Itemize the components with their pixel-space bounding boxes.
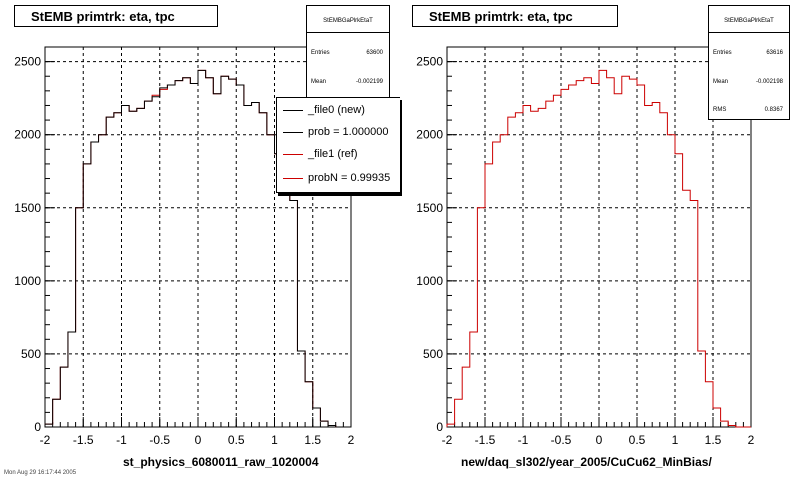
legend-label-file0: _file0 (new) [308,104,365,116]
right-stats-name: StEMBGaPlrkEtaT [724,18,774,24]
y-tick-label: 0 [34,420,41,434]
legend-label-file1: _file1 (ref) [308,148,358,160]
y-tick-label: 2000 [416,128,443,142]
right-panel: StEMB primtrk: eta, tpc -2 -1.5 -1 -0.5 0 0.5… [400,0,800,480]
x-tick-label: 1.5 [705,433,722,447]
left-stats-mean-value: -0.002199 [355,79,383,85]
y-tick-label: 500 [423,347,443,361]
left-panel: StEMB primtrk: eta, tpc -2 -1.5 -1 -0.5 0 0.5… [14,5,400,469]
footer-timestamp: Mon Aug 29 16:17:44 2005 [4,470,77,476]
right-stats-mean-label: Mean [713,79,729,85]
x-tick-label: 1 [271,433,278,447]
x-tick-label: 0 [195,433,202,447]
histogram-series-line [44,69,351,428]
left-stats-mean-label: Mean [311,79,327,85]
left-x-caption: st_physics_6080011_raw_1020004 [123,455,319,469]
x-tick-label: -0.5 [551,433,572,447]
right-stats-rms-label: RMS [713,107,727,113]
y-tick-label: 2500 [14,55,41,69]
x-tick-label: -2 [442,433,453,447]
left-stats-divider [307,32,389,33]
y-tick-label: 1500 [416,201,443,215]
left-stats-box: StEMBGaPlrkEtaT Entries 63600 Mean -0.00… [306,5,390,100]
y-tick-label: 1000 [14,274,41,288]
legend-item-prob: prob = 1.000000 [277,123,401,143]
y-tick-label: 2000 [14,128,41,142]
right-stats-rms-value: 0.8367 [764,107,783,113]
x-tick-label: 0 [596,433,603,447]
x-tick-label: 1.5 [304,433,321,447]
left-stats-name: StEMBGaPlrkEtaT [323,18,373,24]
right-histogram: -2 -1.5 -1 -0.5 0 0.5 1 1.5 2 0 500 1000 1500 2000 250… [416,46,755,447]
legend-swatch-file0 [283,110,303,111]
y-tick-label: 500 [21,347,41,361]
legend-label-prob: prob = 1.000000 [308,126,389,138]
y-tick-label: 1500 [14,201,41,215]
right-stats-entries-label: Entries [713,50,732,56]
y-tick-label: 0 [436,420,443,434]
x-tick-label: -1.5 [73,433,94,447]
right-stats-entries-value: 63616 [766,50,783,56]
x-tick-label: 2 [348,433,355,447]
left-histogram: -2 -1.5 -1 -0.5 0 0.5 1 1.5 2 0 500 1000 1500 2000 250… [14,46,355,447]
x-tick-label: -0.5 [149,433,170,447]
legend-item-file0: _file0 (new) [277,101,401,121]
legend-swatch-file1 [283,154,303,155]
legend-label-probn: probN = 0.99935 [308,172,391,184]
x-tick-label: -1.5 [475,433,496,447]
y-tick-label: 2500 [416,55,443,69]
legend: _file0 (new) prob = 1.000000 _file1 (ref… [276,97,400,193]
right-stats-box: StEMBGaPlrkEtaT Entries 63616 Mean -0.00… [708,5,790,120]
x-tick-label: 0.5 [228,433,245,447]
left-title: StEMB primtrk: eta, tpc [14,5,218,27]
x-tick-label: -1 [116,433,127,447]
y-tick-label: 1000 [416,274,443,288]
right-stats-divider [709,32,789,33]
legend-swatch-probn [283,178,303,179]
right-x-caption: new/daq_sl302/year_2005/CuCu62_MinBias/ [461,455,712,469]
x-tick-label: -1 [518,433,529,447]
legend-swatch-prob [283,132,303,133]
right-stats-mean-value: -0.002198 [755,79,783,85]
legend-item-file1: _file1 (ref) [277,145,401,165]
x-tick-label: -2 [40,433,51,447]
legend-item-probn: probN = 0.99935 [277,169,401,189]
histogram-series-line [446,69,751,428]
left-stats-entries-label: Entries [311,50,330,56]
x-tick-label: 1 [672,433,679,447]
x-tick-label: 0.5 [629,433,646,447]
x-tick-label: 2 [748,433,755,447]
right-title: StEMB primtrk: eta, tpc [412,5,618,27]
left-stats-entries-value: 63600 [366,50,383,56]
